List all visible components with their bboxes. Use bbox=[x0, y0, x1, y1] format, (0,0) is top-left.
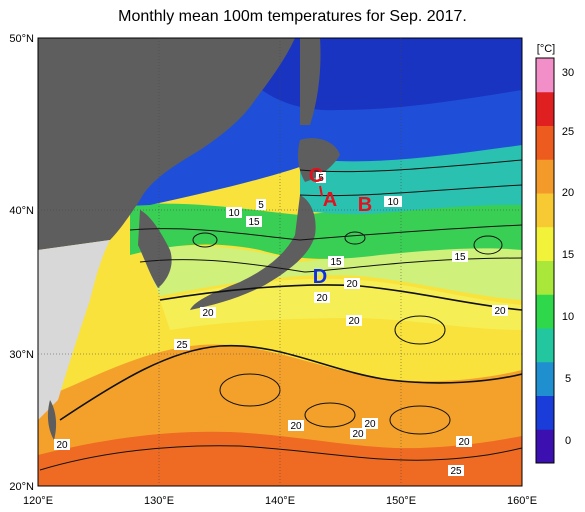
japan-land bbox=[190, 195, 316, 310]
contour-label: 20 bbox=[290, 421, 302, 432]
lon-label-120e: 120°E bbox=[23, 495, 53, 507]
contour-label: 20 bbox=[316, 293, 328, 304]
lat-label-40n: 40°N bbox=[9, 205, 34, 217]
contour-label: 10 bbox=[228, 208, 240, 219]
contour-label: 15 bbox=[330, 257, 342, 268]
contour-label: 5 bbox=[318, 173, 324, 184]
sakhalin-land bbox=[300, 38, 321, 125]
colorbar-tick-20: 20 bbox=[562, 187, 574, 199]
lon-label-160e: 160°E bbox=[507, 495, 537, 507]
colorbar-frame bbox=[535, 57, 555, 464]
contour-label: 20 bbox=[364, 419, 376, 430]
colorbar-tick-25: 25 bbox=[562, 126, 574, 138]
colorbar-cell bbox=[536, 193, 554, 228]
contour-label: 20 bbox=[352, 429, 364, 440]
contour-value-labels: 5 10 15 5 10 15 15 20 20 20 20 25 20 20 … bbox=[54, 172, 508, 477]
colorbar-unit: [°C] bbox=[537, 43, 555, 55]
lon-label-130e: 130°E bbox=[144, 495, 174, 507]
contour-label: 20 bbox=[458, 437, 470, 448]
colorbar: [°C] 30 25 20 15 10 5 0 bbox=[535, 43, 574, 464]
korea-land bbox=[138, 210, 172, 288]
colorbar-cell bbox=[536, 159, 554, 194]
marker-b: B bbox=[358, 194, 372, 216]
contour-label: 10 bbox=[387, 197, 399, 208]
lon-label-140e: 140°E bbox=[265, 495, 295, 507]
colorbar-cell bbox=[536, 429, 554, 464]
continent-land bbox=[38, 38, 295, 250]
marker-c: C bbox=[309, 165, 323, 187]
colorbar-tick-0: 0 bbox=[565, 435, 571, 447]
colorbar-tick-15: 15 bbox=[562, 249, 574, 261]
transition-zone bbox=[140, 238, 522, 300]
colorbar-cell bbox=[536, 91, 554, 126]
marker-d: D bbox=[313, 266, 327, 288]
colorbar-cell bbox=[536, 226, 554, 261]
contour-label: 25 bbox=[176, 340, 188, 351]
colorbar-tick-30: 30 bbox=[562, 67, 574, 79]
lat-label-20n: 20°N bbox=[9, 481, 34, 493]
colorbar-cell bbox=[536, 260, 554, 295]
contour-label: 20 bbox=[348, 316, 360, 327]
contour-label: 20 bbox=[56, 440, 68, 451]
contour-label: 5 bbox=[258, 200, 264, 211]
contour-label: 20 bbox=[202, 308, 214, 319]
lat-label-30n: 30°N bbox=[9, 349, 34, 361]
colorbar-cell bbox=[536, 58, 554, 93]
colorbar-cells bbox=[536, 58, 554, 464]
lat-label-50n: 50°N bbox=[9, 33, 34, 45]
contour-label: 20 bbox=[494, 306, 506, 317]
map-title: Monthly mean 100m temperatures for Sep. … bbox=[118, 8, 467, 25]
colorbar-tick-10: 10 bbox=[562, 311, 574, 323]
colorbar-cell bbox=[536, 361, 554, 396]
taiwan-land bbox=[47, 400, 57, 440]
marker-c-line bbox=[319, 185, 323, 197]
china-coast-land bbox=[38, 240, 110, 420]
marker-a: A bbox=[323, 189, 337, 211]
contour-label: 15 bbox=[454, 252, 466, 263]
map-field bbox=[38, 38, 522, 486]
contour-label: 20 bbox=[346, 279, 358, 290]
colorbar-cell bbox=[536, 395, 554, 430]
contour-label: 15 bbox=[248, 217, 260, 228]
colorbar-cell bbox=[536, 328, 554, 363]
colorbar-tick-5: 5 bbox=[565, 373, 571, 385]
colorbar-cell bbox=[536, 125, 554, 160]
colorbar-cell bbox=[536, 294, 554, 329]
lon-label-150e: 150°E bbox=[386, 495, 416, 507]
contour-label: 25 bbox=[450, 466, 462, 477]
